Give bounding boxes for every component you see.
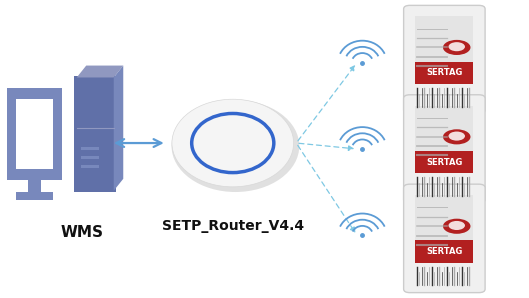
FancyBboxPatch shape (16, 99, 53, 169)
FancyBboxPatch shape (404, 5, 485, 114)
Text: SERTAG: SERTAG (426, 247, 462, 256)
FancyBboxPatch shape (415, 106, 473, 164)
FancyBboxPatch shape (415, 151, 473, 173)
Text: WMS: WMS (60, 225, 104, 240)
FancyBboxPatch shape (415, 195, 473, 254)
Polygon shape (114, 66, 123, 191)
Ellipse shape (443, 129, 470, 145)
FancyBboxPatch shape (16, 192, 53, 200)
Text: SETP_Router_V4.4: SETP_Router_V4.4 (162, 220, 304, 233)
FancyBboxPatch shape (415, 240, 473, 263)
Ellipse shape (449, 221, 465, 230)
FancyBboxPatch shape (81, 156, 99, 159)
FancyBboxPatch shape (415, 16, 473, 75)
Ellipse shape (449, 42, 465, 51)
Ellipse shape (443, 40, 470, 55)
Ellipse shape (449, 131, 465, 141)
FancyBboxPatch shape (74, 76, 116, 192)
FancyBboxPatch shape (81, 147, 99, 150)
Text: SERTAG: SERTAG (426, 158, 462, 167)
Ellipse shape (172, 99, 294, 187)
Ellipse shape (171, 100, 299, 192)
FancyBboxPatch shape (81, 165, 99, 168)
Ellipse shape (443, 219, 470, 234)
FancyBboxPatch shape (415, 62, 473, 84)
Text: SERTAG: SERTAG (426, 68, 462, 77)
FancyBboxPatch shape (404, 184, 485, 293)
FancyBboxPatch shape (404, 95, 485, 203)
FancyBboxPatch shape (7, 88, 61, 180)
FancyBboxPatch shape (28, 179, 41, 195)
Polygon shape (77, 66, 123, 77)
